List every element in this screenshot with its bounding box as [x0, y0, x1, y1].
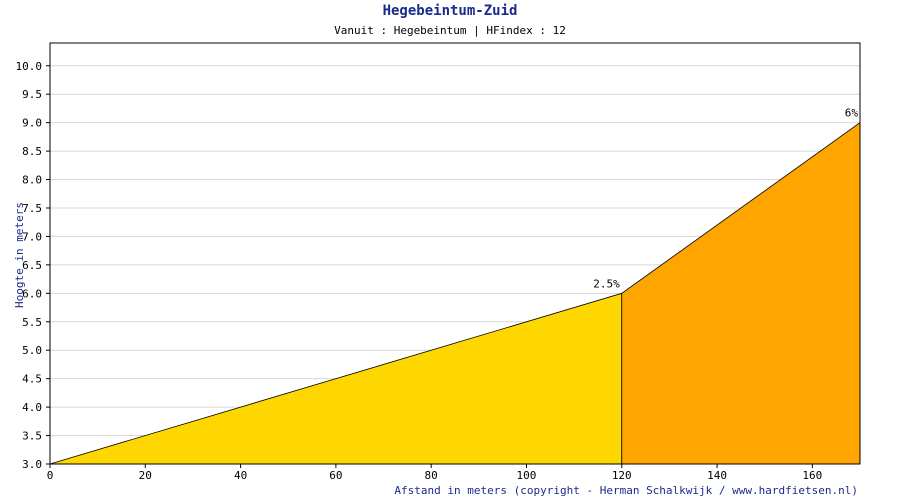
x-tick-label: 160	[802, 469, 822, 482]
y-tick-label: 7.0	[22, 230, 42, 243]
y-tick-label: 3.0	[22, 458, 42, 471]
plot-frame	[49, 42, 861, 465]
x-axis-label: Afstand in meters (copyright - Herman Sc…	[394, 484, 858, 497]
y-tick-label: 10.0	[16, 60, 43, 73]
y-tick-label: 3.5	[22, 430, 42, 443]
y-tick-label: 7.5	[22, 202, 42, 215]
y-tick-label: 8.5	[22, 145, 42, 158]
x-tick-label: 60	[329, 469, 342, 482]
x-tick-label: 120	[612, 469, 632, 482]
y-tick-label: 8.0	[22, 174, 42, 187]
x-tick-label: 40	[234, 469, 247, 482]
axes: 3.0 3.5 4.0 4.5 5.0 5.5 6.0 6.5 7.0 7.5 8.0 8.5 9.0 9…	[16, 42, 861, 482]
gradient-label: 6%	[845, 107, 859, 120]
y-tick-label: 6.0	[22, 287, 42, 300]
y-tick-label: 4.0	[22, 401, 42, 414]
y-tick-label: 9.0	[22, 117, 42, 130]
x-tick-label: 0	[47, 469, 54, 482]
chart-title: Hegebeintum-Zuid	[382, 3, 518, 19]
x-tick-label: 20	[139, 469, 152, 482]
gradient-labels: 2.5% 6%	[593, 107, 858, 291]
x-tick-label: 140	[707, 469, 727, 482]
chart-subtitle: Vanuit : Hegebeintum | HFindex : 12	[334, 24, 566, 37]
x-tick-label: 100	[517, 469, 537, 482]
y-tick-label: 6.5	[22, 259, 42, 272]
x-tick-label: 80	[425, 469, 438, 482]
gradient-label: 2.5%	[593, 277, 620, 290]
y-tick-label: 9.5	[22, 88, 42, 101]
y-axis-label: Hoogte in meters	[13, 202, 26, 308]
y-tick-label: 5.0	[22, 344, 42, 357]
y-tick-label: 5.5	[22, 316, 42, 329]
segment-area	[621, 121, 861, 465]
y-tick-label: 4.5	[22, 373, 42, 386]
